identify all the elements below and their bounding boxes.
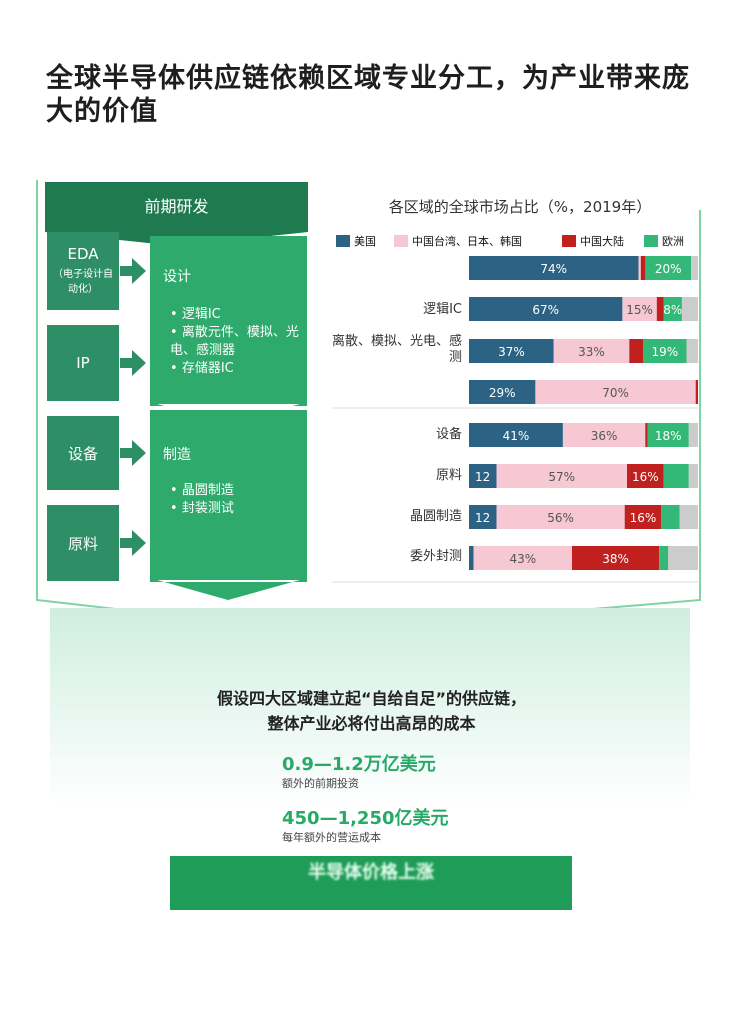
page-title: 全球半导体供应链依赖区域专业分工，为产业带来庞大的价值 bbox=[46, 63, 690, 127]
manufacturing-list: • 晶圆制造 • 封装测试 bbox=[170, 482, 234, 518]
cost-question-line1: 假设四大区域建立起“自给自足”的供应链， bbox=[216, 689, 527, 708]
category-label: 逻辑IC bbox=[423, 302, 462, 317]
design-item: • 逻辑IC bbox=[170, 307, 221, 322]
price-rise-banner: 半导体价格上涨 bbox=[170, 856, 572, 910]
legend-item: 中国台湾、日本、韩国 bbox=[394, 233, 522, 249]
chart-title: 各区域的全球市场占比（%，2019年） bbox=[388, 198, 652, 216]
price-rise-text: 半导体价格上涨 bbox=[308, 862, 434, 883]
stage-header-rnd: 前期研发 bbox=[45, 182, 308, 228]
legend-item: 中国大陆 bbox=[562, 233, 624, 249]
legend-swatch bbox=[562, 235, 576, 247]
materials-box: 原料 bbox=[47, 505, 119, 581]
category-label: 原料 bbox=[435, 468, 462, 483]
arrow-right-icon bbox=[120, 258, 146, 284]
cost-question-line2: 整体产业必将付出高昂的成本 bbox=[267, 714, 476, 733]
eda-sub-label: （电子设计自动化） bbox=[53, 269, 113, 295]
amount-annual: 450—1,250亿美元 bbox=[282, 808, 449, 829]
equipment-label: 设备 bbox=[67, 444, 98, 463]
amount-upfront: 0.9—1.2万亿美元 bbox=[282, 754, 436, 775]
ip-box: IP bbox=[47, 325, 119, 401]
legend-swatch bbox=[644, 235, 658, 247]
equipment-box: 设备 bbox=[47, 416, 119, 490]
amount-upfront-label: 额外的前期投资 bbox=[282, 777, 359, 790]
ip-label: IP bbox=[76, 354, 90, 372]
category-label: 离散、模拟、光电、感测 bbox=[331, 334, 462, 365]
eda-box: EDA （电子设计自动化） bbox=[47, 232, 119, 310]
arrow-right-icon bbox=[120, 440, 146, 466]
design-list: • 逻辑IC • 离散元件、模拟、光电、感测器 • 存储器IC bbox=[170, 306, 307, 378]
category-label: 委外封测 bbox=[409, 549, 462, 564]
legend-swatch bbox=[336, 235, 350, 247]
design-box: 设计 • 逻辑IC • 离散元件、模拟、光电、感测器 • 存储器IC bbox=[150, 236, 307, 404]
manufacturing-title: 制造 bbox=[163, 447, 191, 463]
category-label: 晶圆制造 bbox=[409, 509, 462, 524]
materials-label: 原料 bbox=[67, 534, 98, 553]
manufacturing-item: • 封装测试 bbox=[170, 501, 234, 516]
amount-annual-label: 每年额外的营运成本 bbox=[282, 831, 381, 844]
eda-label: EDA bbox=[67, 245, 99, 263]
category-label: 设备 bbox=[435, 427, 462, 442]
legend-item: 美国 bbox=[336, 233, 376, 249]
arrow-right-icon bbox=[120, 530, 146, 556]
design-item: • 离散元件、模拟、光电、感测器 bbox=[170, 325, 299, 358]
design-title: 设计 bbox=[163, 269, 191, 285]
design-item: • 存储器IC bbox=[170, 361, 234, 376]
arrow-right-icon bbox=[120, 350, 146, 376]
legend-swatch bbox=[394, 235, 408, 247]
manufacturing-item: • 晶圆制造 bbox=[170, 483, 234, 498]
cost-question: 假设四大区域建立起“自给自足”的供应链， 整体产业必将付出高昂的成本 bbox=[0, 686, 743, 736]
manufacturing-box: 制造 • 晶圆制造 • 封装测试 bbox=[150, 410, 307, 580]
legend-item: 欧洲 bbox=[644, 233, 684, 249]
